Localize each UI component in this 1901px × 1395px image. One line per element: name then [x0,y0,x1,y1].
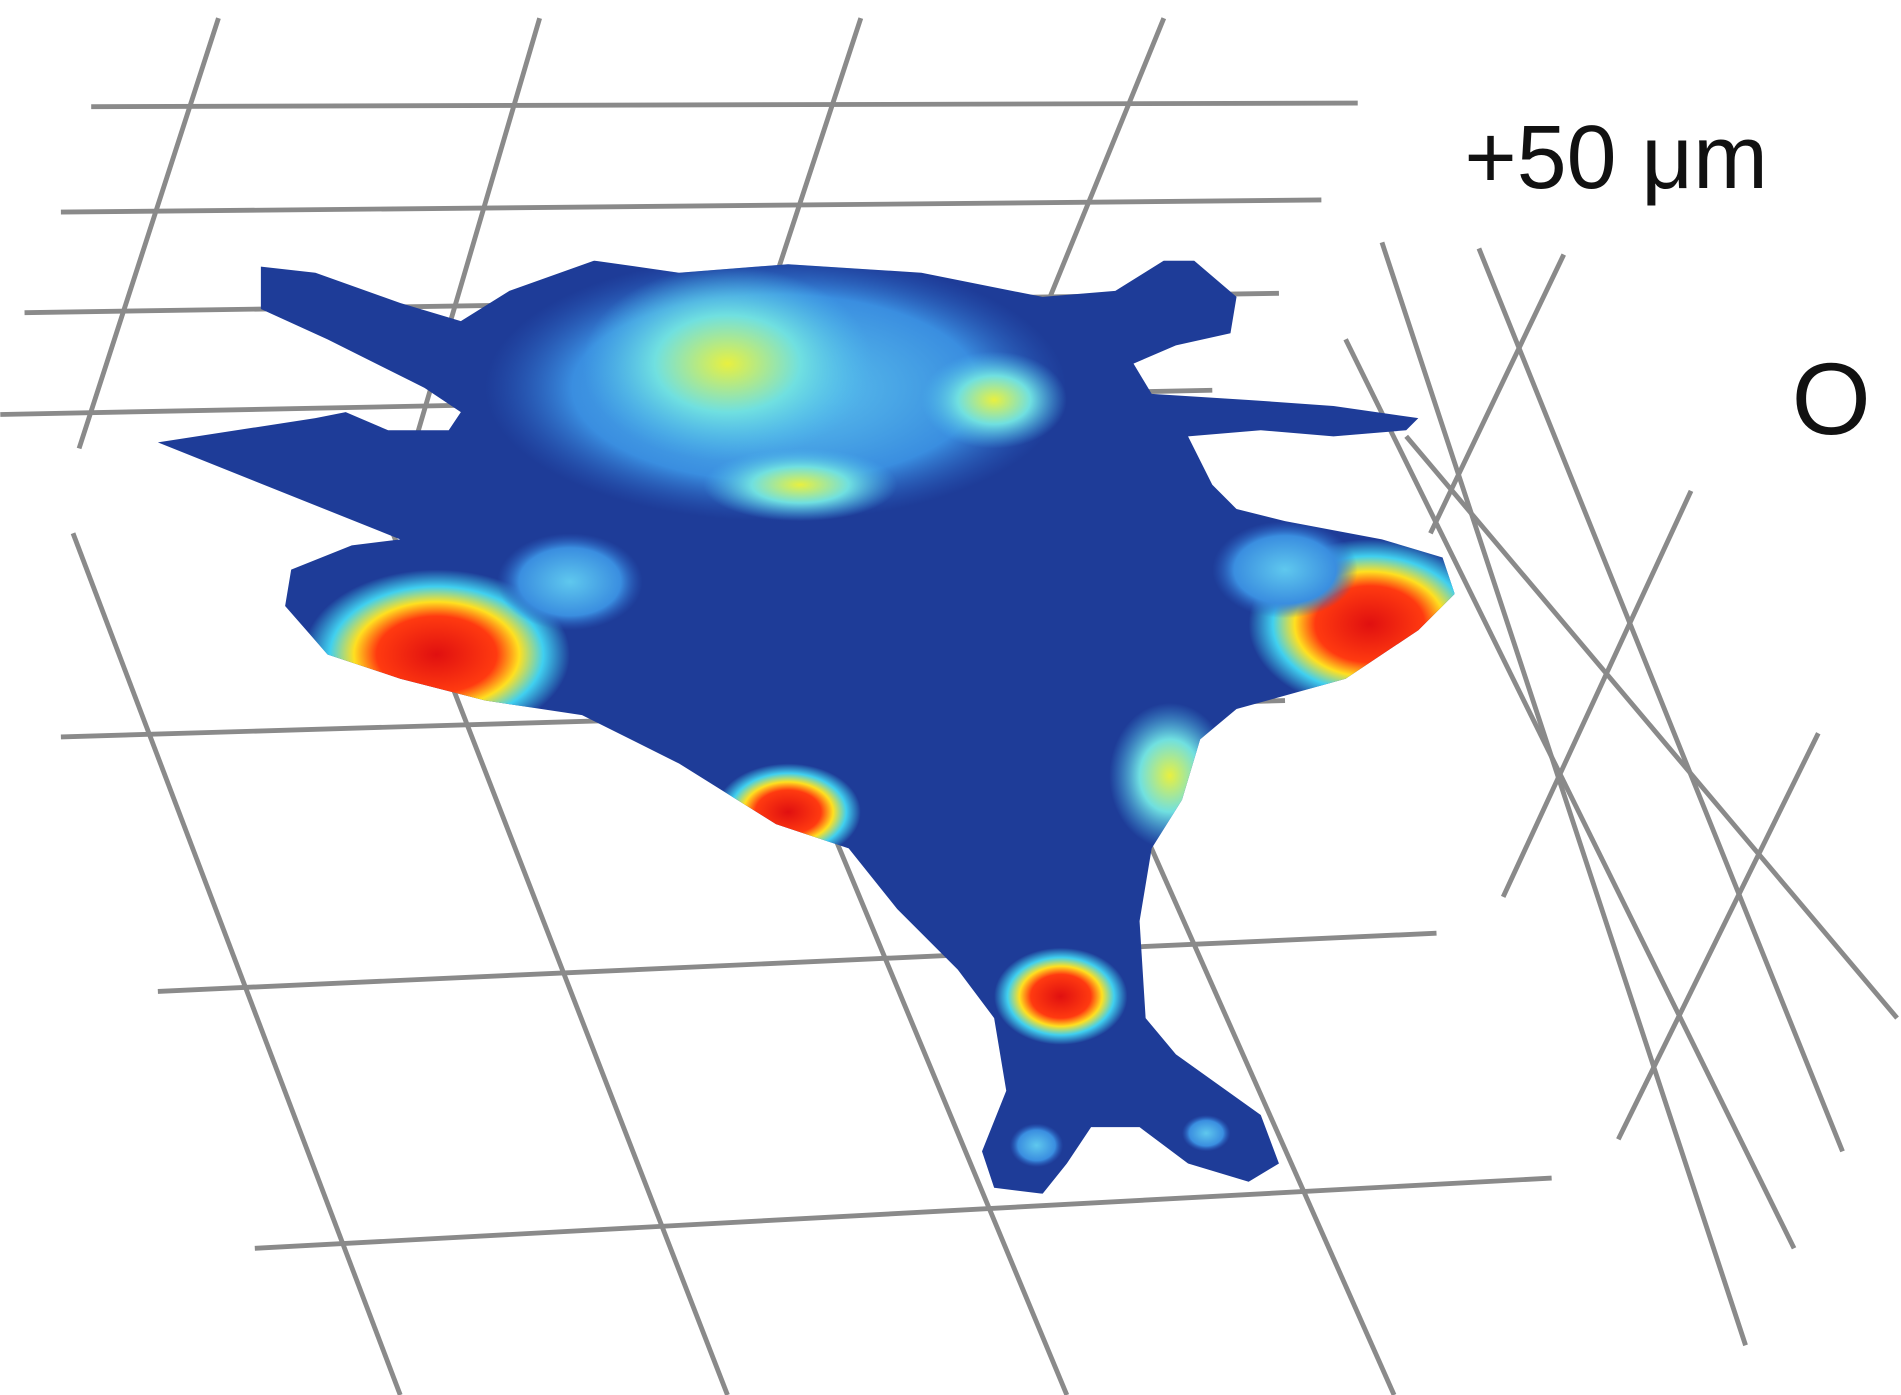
scale-label: +50 μm [1464,108,1767,208]
plane-label: O [1792,342,1871,456]
grid [0,17,1899,1395]
